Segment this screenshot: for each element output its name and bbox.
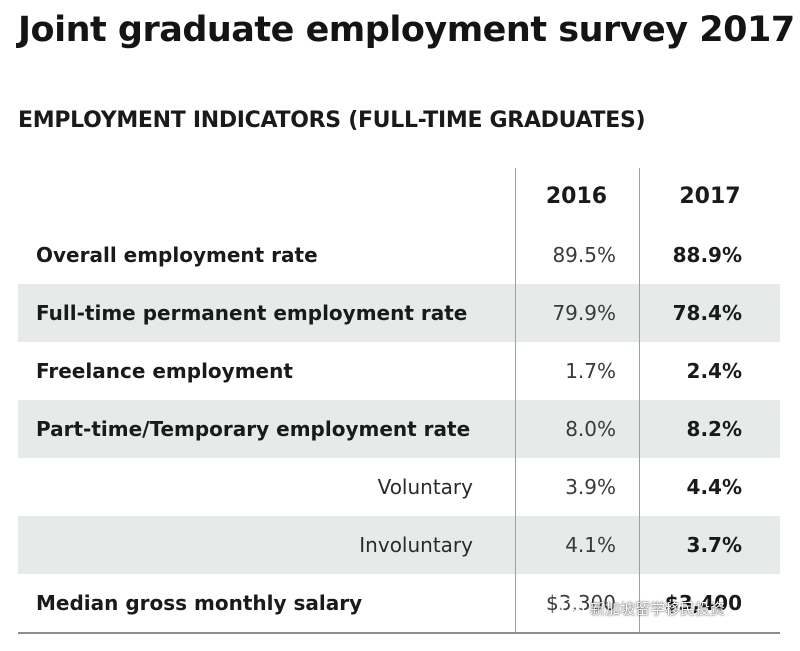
value-2016: $3,300 <box>546 591 616 615</box>
employment-table: 2016 2017 Overall employment rate 89.5% 88… <box>18 168 780 636</box>
value-2017: 78.4% <box>672 301 742 325</box>
column-header-2016: 2016 <box>545 184 608 209</box>
row-label: Overall employment rate <box>36 243 318 267</box>
table-bottom-rule <box>18 632 780 634</box>
table-row: Full-time permanent employment rate 79.9%… <box>18 284 780 342</box>
table-row: Involuntary 4.1% 3.7% <box>18 516 780 574</box>
table-row: Freelance employment 1.7% 2.4% <box>18 342 780 400</box>
table-row: Part-time/Temporary employment rate 8.0% 8… <box>18 400 780 458</box>
watermark: 新加坡留学移民投资 <box>560 592 725 624</box>
page-title: Joint graduate employment survey 2017 <box>18 10 795 50</box>
wechat-logo-icon <box>560 598 585 618</box>
column-header-2017: 2017 <box>679 184 741 209</box>
row-label: Freelance employment <box>36 359 293 383</box>
row-label: Part-time/Temporary employment rate <box>36 417 471 441</box>
value-2017: 88.9% <box>672 243 742 267</box>
row-label: Involuntary <box>359 533 473 557</box>
value-2017: 8.2% <box>686 417 742 441</box>
value-2016: 1.7% <box>565 359 616 383</box>
row-label: Full-time permanent employment rate <box>36 301 468 325</box>
table-row: Voluntary 3.9% 4.4% <box>18 458 780 516</box>
column-divider-left <box>515 168 516 633</box>
value-2016: 8.0% <box>565 417 616 441</box>
watermark-text: 新加坡留学移民投资 <box>590 599 726 618</box>
table-subtitle: EMPLOYMENT INDICATORS (FULL-TIME GRADUAT… <box>18 108 646 133</box>
value-2016: 3.9% <box>565 475 616 499</box>
value-2016: 79.9% <box>552 301 616 325</box>
value-2017: $3,400 <box>664 591 742 615</box>
value-2017: 2.4% <box>686 359 742 383</box>
value-2016: 4.1% <box>565 533 616 557</box>
value-2017: 4.4% <box>686 475 742 499</box>
table-header-row: 2016 2017 <box>18 168 780 226</box>
row-label: Median gross monthly salary <box>36 591 363 615</box>
table-row: Median gross monthly salary $3,300 $3,400 <box>18 574 780 632</box>
row-label: Voluntary <box>377 475 473 499</box>
table-row: Overall employment rate 89.5% 88.9% <box>18 226 780 284</box>
value-2017: 3.7% <box>686 533 742 557</box>
value-2016: 89.5% <box>552 243 616 267</box>
column-divider-right <box>639 168 640 633</box>
